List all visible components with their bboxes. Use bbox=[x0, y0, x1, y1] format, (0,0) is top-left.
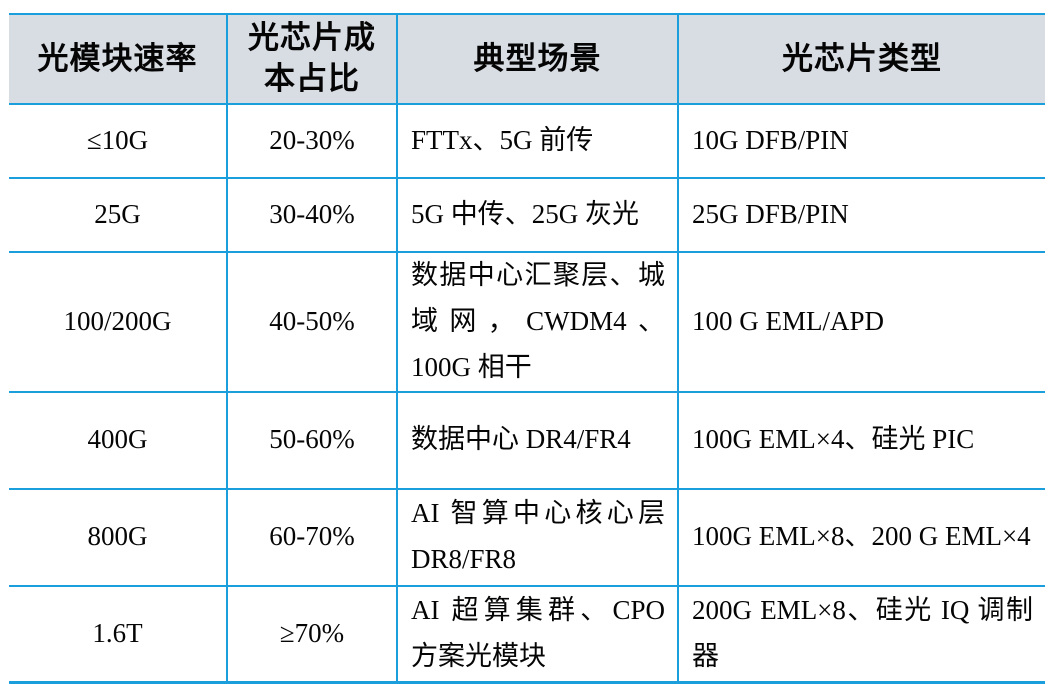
cell-typical-scenario: 5G 中传、25G 灰光 bbox=[396, 177, 679, 253]
cell-cost-share: ≥70% bbox=[226, 584, 398, 684]
cell-chip-type: 100G EML×8、200 G EML×4 bbox=[677, 487, 1045, 587]
optical-module-cost-table: 光模块速率 光芯片成本占比 典型场景 光芯片类型 ≤10G 20-30% FTT… bbox=[9, 13, 1045, 684]
header-row: 光模块速率 光芯片成本占比 典型场景 光芯片类型 bbox=[9, 13, 1045, 105]
cell-cost-share: 50-60% bbox=[226, 390, 398, 490]
cell-chip-type: 100 G EML/APD bbox=[677, 251, 1045, 393]
cell-typical-scenario: 数据中心 DR4/FR4 bbox=[396, 390, 679, 490]
cell-module-speed: 1.6T bbox=[9, 584, 228, 684]
optical-module-table-container: 光模块速率 光芯片成本占比 典型场景 光芯片类型 ≤10G 20-30% FTT… bbox=[9, 13, 1045, 684]
table-header: 光模块速率 光芯片成本占比 典型场景 光芯片类型 bbox=[9, 13, 1045, 105]
cell-module-speed: 25G bbox=[9, 177, 228, 253]
cell-typical-scenario: 数据中心汇聚层、城域网，CWDM4、100G 相干 bbox=[396, 251, 679, 393]
cell-chip-type: 100G EML×4、硅光 PIC bbox=[677, 390, 1045, 490]
cell-chip-type: 10G DFB/PIN bbox=[677, 103, 1045, 179]
cell-typical-scenario: AI 超算集群、CPO 方案光模块 bbox=[396, 584, 679, 684]
cell-chip-type: 200G EML×8、硅光 IQ 调制器 bbox=[677, 584, 1045, 684]
table-row: ≤10G 20-30% FTTx、5G 前传 10G DFB/PIN bbox=[9, 103, 1045, 179]
cell-cost-share: 30-40% bbox=[226, 177, 398, 253]
cell-chip-type: 25G DFB/PIN bbox=[677, 177, 1045, 253]
table-row: 400G 50-60% 数据中心 DR4/FR4 100G EML×4、硅光 P… bbox=[9, 390, 1045, 490]
col-header-module-speed: 光模块速率 bbox=[9, 13, 228, 105]
cell-typical-scenario: AI 智算中心核心层 DR8/FR8 bbox=[396, 487, 679, 587]
cell-module-speed: 100/200G bbox=[9, 251, 228, 393]
col-header-typical-scenario: 典型场景 bbox=[396, 13, 679, 105]
cell-module-speed: ≤10G bbox=[9, 103, 228, 179]
cell-typical-scenario: FTTx、5G 前传 bbox=[396, 103, 679, 179]
cell-cost-share: 20-30% bbox=[226, 103, 398, 179]
table-row: 800G 60-70% AI 智算中心核心层 DR8/FR8 100G EML×… bbox=[9, 487, 1045, 587]
table-row: 100/200G 40-50% 数据中心汇聚层、城域网，CWDM4、100G 相… bbox=[9, 251, 1045, 393]
cell-cost-share: 60-70% bbox=[226, 487, 398, 587]
col-header-chip-type: 光芯片类型 bbox=[677, 13, 1045, 105]
table-body: ≤10G 20-30% FTTx、5G 前传 10G DFB/PIN 25G 3… bbox=[9, 103, 1045, 684]
cell-module-speed: 800G bbox=[9, 487, 228, 587]
cell-cost-share: 40-50% bbox=[226, 251, 398, 393]
table-row: 1.6T ≥70% AI 超算集群、CPO 方案光模块 200G EML×8、硅… bbox=[9, 584, 1045, 684]
col-header-chip-cost-share: 光芯片成本占比 bbox=[226, 13, 398, 105]
table-row: 25G 30-40% 5G 中传、25G 灰光 25G DFB/PIN bbox=[9, 177, 1045, 253]
cell-module-speed: 400G bbox=[9, 390, 228, 490]
